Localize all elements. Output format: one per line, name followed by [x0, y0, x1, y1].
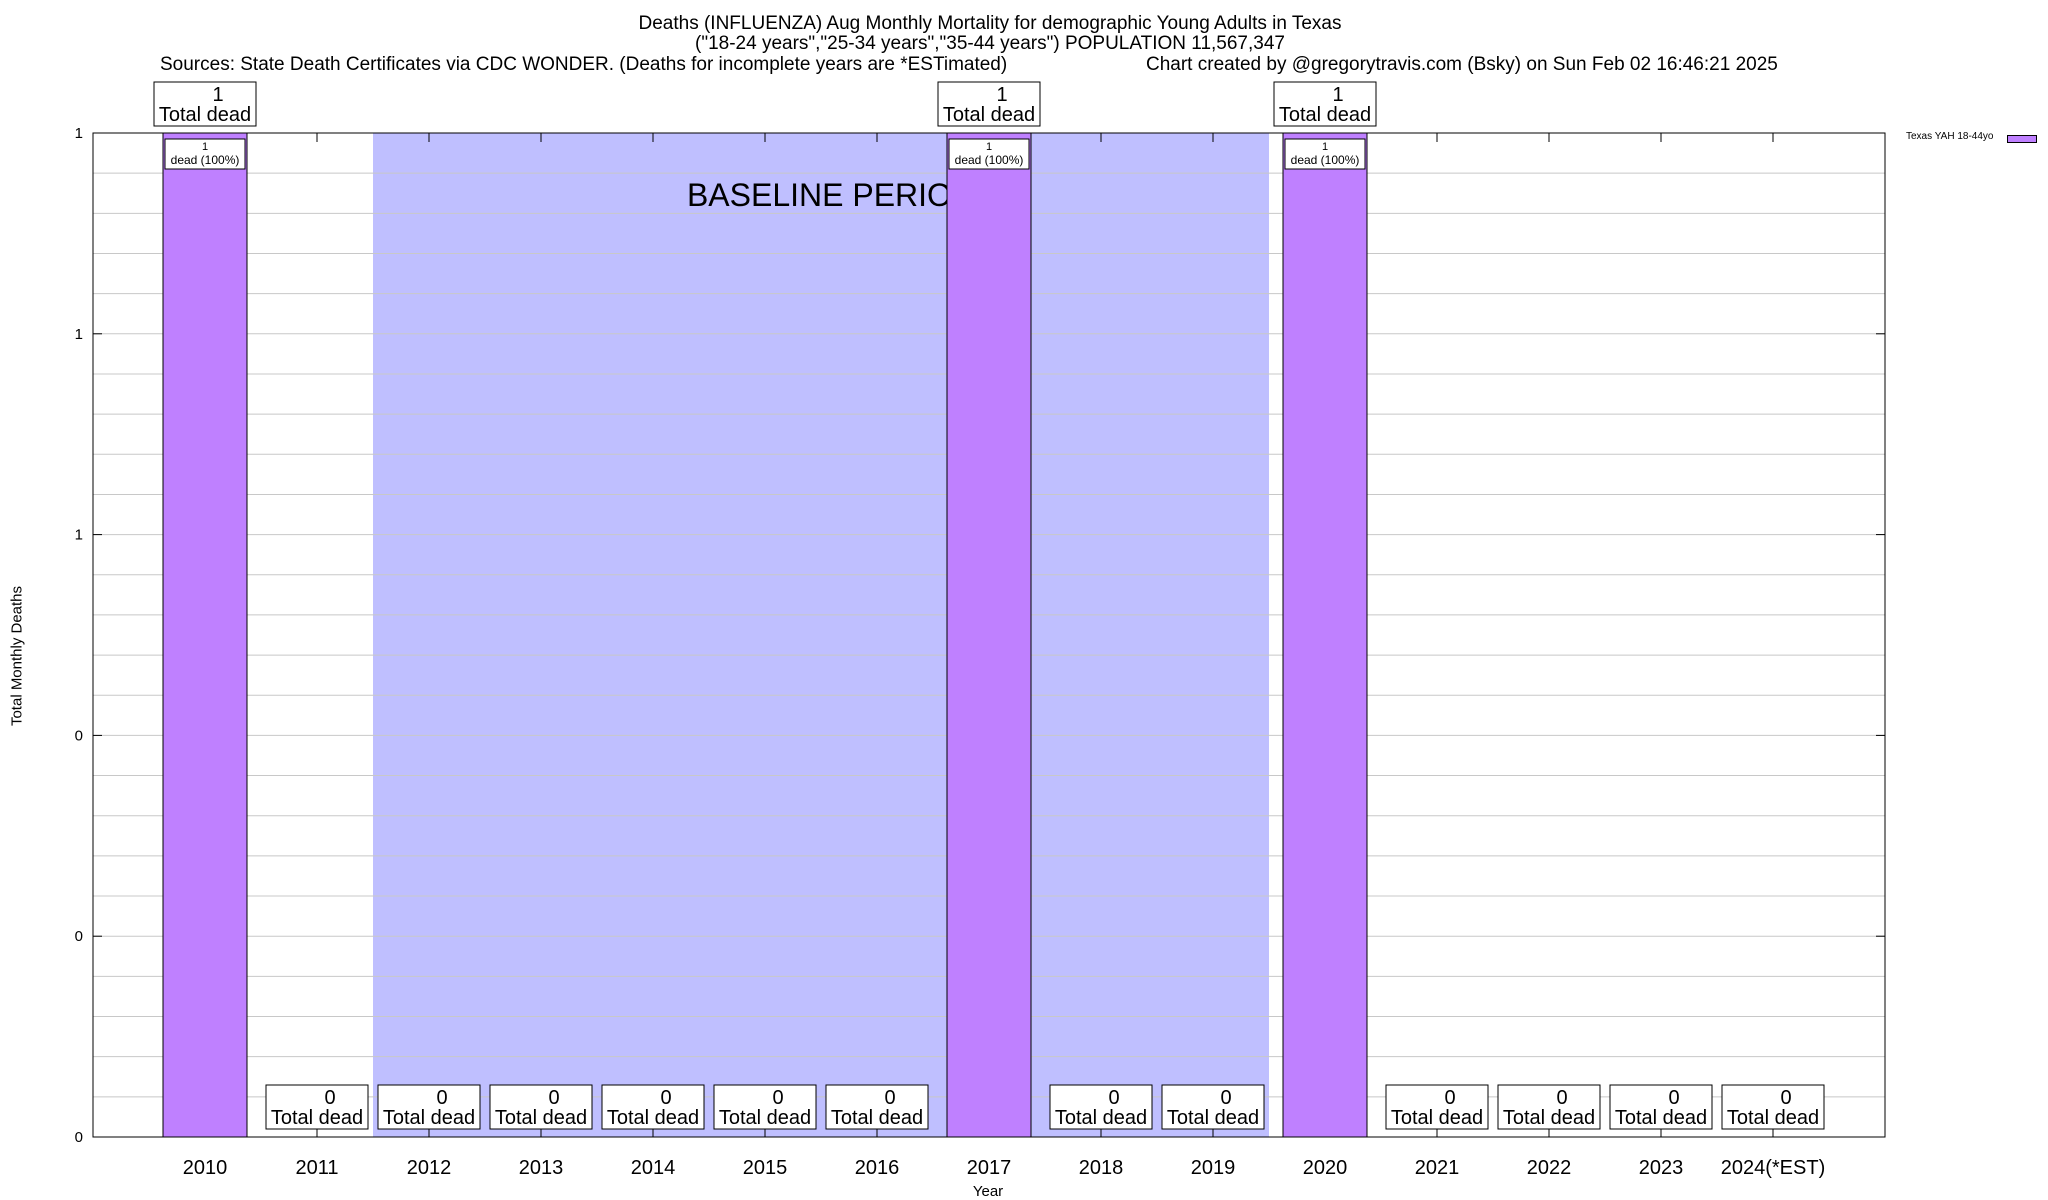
legend-swatch: [2007, 135, 2037, 143]
bar-label-text: dead (100%): [1291, 153, 1360, 167]
bar-label-count: 1: [986, 141, 992, 153]
y-tick-label: 1: [75, 326, 83, 343]
x-tick-label: 2013: [519, 1157, 564, 1179]
x-tick-label: 2014: [631, 1157, 676, 1179]
total-label-text: Total dead: [1279, 104, 1371, 126]
total-label-count: 0: [548, 1087, 559, 1109]
total-label-box: [601, 1084, 705, 1130]
x-tick-label: 2012: [407, 1157, 452, 1179]
total-label-box: [1161, 1084, 1265, 1130]
baseline-period-label: BASELINE PERIOD: [687, 177, 975, 213]
total-label-box: [153, 81, 257, 127]
x-tick-label: 2020: [1303, 1157, 1348, 1179]
total-label-text: Total dead: [1615, 1107, 1707, 1129]
legend-label: Texas YAH 18-44yo: [1906, 131, 1994, 142]
y-axis-label: Total Monthly Deaths: [8, 585, 26, 727]
total-label-count: 0: [660, 1087, 671, 1109]
total-label-box: [937, 81, 1041, 127]
x-tick-label: 2018: [1079, 1157, 1124, 1179]
x-axis-label: Year: [972, 1183, 1004, 1200]
y-tick-label: 1: [75, 527, 83, 544]
total-label-text: Total dead: [719, 1107, 811, 1129]
x-tick-label: 2023: [1639, 1157, 1684, 1179]
total-label-text: Total dead: [383, 1107, 475, 1129]
bar: [1282, 132, 1368, 1138]
x-tick-label: 2017: [967, 1157, 1012, 1179]
total-label-count: 0: [1220, 1087, 1231, 1109]
total-label-count: 0: [1108, 1087, 1119, 1109]
total-label-count: 0: [436, 1087, 447, 1109]
total-label-box: [265, 1084, 369, 1130]
bar-label-box: [164, 138, 246, 170]
bar-label-count: 1: [202, 141, 208, 153]
x-tick-label: 2021: [1415, 1157, 1460, 1179]
total-label-count: 0: [884, 1087, 895, 1109]
x-tick-label: 2019: [1191, 1157, 1236, 1179]
total-label-box: [1385, 1084, 1489, 1130]
bar-label-box: [1284, 138, 1366, 170]
x-tick-label: 2016: [855, 1157, 900, 1179]
total-label-count: 1: [1332, 84, 1343, 106]
total-label-box: [489, 1084, 593, 1130]
total-label-count: 0: [1780, 1087, 1791, 1109]
sources-note: Sources: State Death Certificates via CD…: [160, 54, 1008, 75]
total-label-count: 0: [772, 1087, 783, 1109]
total-label-text: Total dead: [1391, 1107, 1483, 1129]
baseline-period-region: [373, 133, 1269, 1137]
chart-title: Deaths (INFLUENZA) Aug Monthly Mortality…: [638, 13, 1342, 34]
total-label-count: 1: [996, 84, 1007, 106]
y-tick-label: 0: [75, 1129, 83, 1146]
credit-note: Chart created by @gregorytravis.com (Bsk…: [1146, 54, 1778, 75]
total-label-box: [1049, 1084, 1153, 1130]
total-label-text: Total dead: [1503, 1107, 1595, 1129]
chart-subtitle: ("18-24 years","25-34 years","35-44 year…: [695, 33, 1285, 54]
x-tick-label: 2010: [183, 1157, 228, 1179]
total-label-text: Total dead: [943, 104, 1035, 126]
total-label-count: 0: [1556, 1087, 1567, 1109]
y-tick-label: 1: [75, 125, 83, 142]
total-label-text: Total dead: [1055, 1107, 1147, 1129]
bar-label-box: [948, 138, 1030, 170]
bar-label-count: 1: [1322, 141, 1328, 153]
total-label-box: [825, 1084, 929, 1130]
y-tick-label: 0: [75, 727, 83, 744]
x-tick-label: 2011: [295, 1157, 338, 1179]
bar-label-text: dead (100%): [955, 153, 1024, 167]
total-label-box: [1721, 1084, 1825, 1130]
total-label-box: [1497, 1084, 1601, 1130]
total-label-text: Total dead: [271, 1107, 363, 1129]
bar-label-text: dead (100%): [171, 153, 240, 167]
total-label-text: Total dead: [1727, 1107, 1819, 1129]
total-label-text: Total dead: [159, 104, 251, 126]
total-label-count: 0: [1668, 1087, 1679, 1109]
x-tick-label: 2024(*EST): [1721, 1157, 1826, 1179]
plot-frame: [92, 132, 1886, 1138]
total-label-text: Total dead: [1167, 1107, 1259, 1129]
total-label-count: 1: [212, 84, 223, 106]
y-tick-label: 0: [75, 928, 83, 945]
total-label-text: Total dead: [607, 1107, 699, 1129]
total-label-count: 0: [1444, 1087, 1455, 1109]
total-label-box: [377, 1084, 481, 1130]
x-tick-label: 2022: [1527, 1157, 1572, 1179]
total-label-box: [1273, 81, 1377, 127]
total-label-box: [1609, 1084, 1713, 1130]
x-tick-label: 2015: [743, 1157, 788, 1179]
total-label-text: Total dead: [495, 1107, 587, 1129]
bar: [162, 132, 248, 1138]
total-label-text: Total dead: [831, 1107, 923, 1129]
total-label-box: [713, 1084, 817, 1130]
total-label-count: 0: [324, 1087, 335, 1109]
bar: [946, 132, 1032, 1138]
